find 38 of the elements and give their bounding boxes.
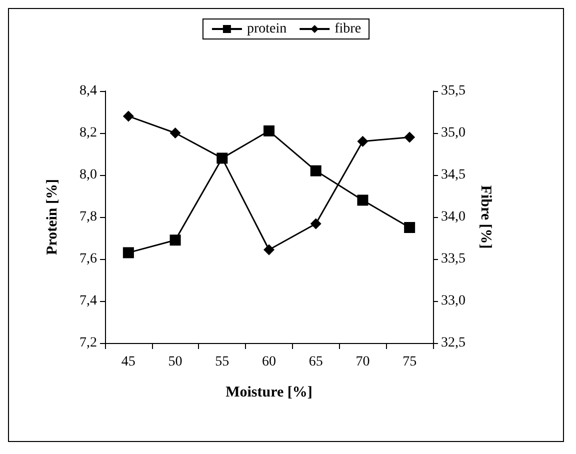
point (122, 247, 134, 258)
point (264, 244, 274, 256)
x-tick-label: 70 (356, 354, 370, 370)
y2-tick-label: 33,0 (441, 294, 466, 308)
x-tick-label: 65 (308, 354, 323, 370)
point (310, 218, 322, 230)
point (170, 234, 181, 246)
x-tick-label: 45 (121, 354, 136, 370)
x-tick-label: 75 (402, 354, 417, 370)
y2-tick-label: 35,5 (441, 84, 466, 98)
point (310, 165, 322, 176)
y-tick-label: 8,2 (80, 126, 97, 140)
y-tick-label: 7,8 (80, 210, 97, 224)
point (170, 128, 181, 138)
x-axis-title: Moisture [%] (226, 384, 312, 400)
point (404, 222, 416, 233)
point (264, 125, 274, 136)
x-tick-label: 60 (262, 354, 276, 370)
y-tick-label: 7,6 (80, 252, 97, 266)
x-tick-label: 50 (168, 354, 182, 370)
y-axis-title: Protein [%] (44, 179, 60, 255)
y-tick-label: 8,0 (80, 168, 97, 182)
y-tick-label: 8,4 (80, 84, 97, 98)
y2-tick-label: 32,5 (441, 336, 466, 350)
y2-tick-label: 34,5 (441, 168, 466, 182)
y2-tick-label: 35,0 (441, 126, 466, 140)
legend-label: protein (246, 22, 287, 36)
y2-tick-label: 33,5 (441, 252, 466, 266)
y2-axis-title: Fibre [%] (478, 185, 494, 249)
y2-tick-label: 34,0 (441, 210, 466, 224)
legend-label: fibre (334, 22, 362, 36)
x-tick-label: 55 (215, 354, 230, 370)
y-tick-label: 7,4 (80, 294, 97, 308)
point (404, 132, 416, 143)
y-tick-label: 7,2 (80, 336, 97, 350)
point (357, 194, 368, 206)
point (122, 110, 134, 122)
point (357, 136, 368, 147)
